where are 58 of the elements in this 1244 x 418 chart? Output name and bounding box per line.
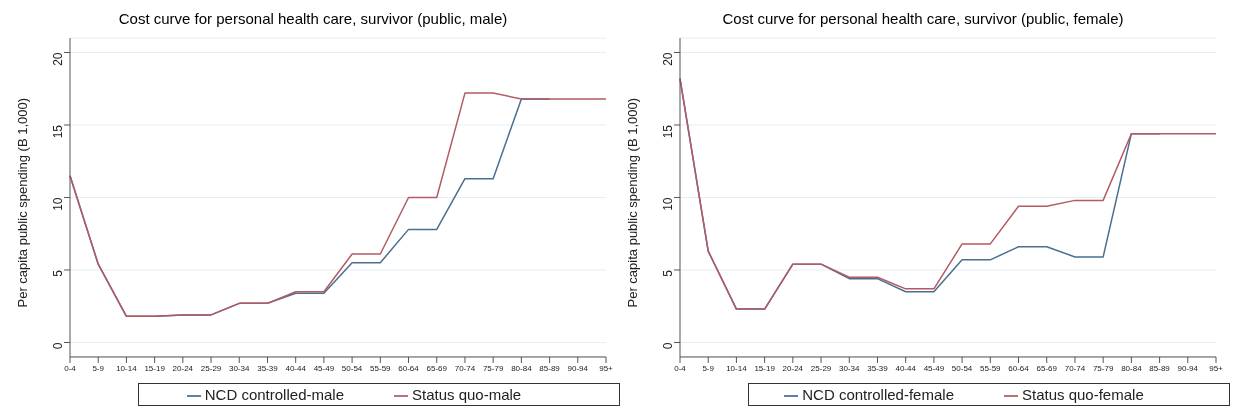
x-tick-label: 5-9 [702, 363, 715, 373]
y-tick-label: 10 [51, 197, 66, 211]
y-tick-label: 20 [51, 52, 66, 66]
x-tick-label: 30-34 [839, 363, 861, 373]
y-tick-label: 20 [661, 52, 676, 66]
chart-title: Cost curve for personal health care, survivor (public, male) [117, 9, 509, 29]
x-tick-label: 55-59 [370, 363, 392, 373]
y-tick-label: 5 [661, 269, 676, 277]
x-tick-label: 50-54 [951, 363, 973, 373]
x-tick-label: 55-59 [980, 363, 1002, 373]
y-tick-label: 5 [51, 269, 66, 277]
x-tick-label: 5-9 [92, 363, 105, 373]
x-tick-label: 10-14 [726, 363, 748, 373]
chart-title: Cost curve for personal health care, survivor (public, female) [721, 9, 1125, 29]
x-tick-label: 75-79 [1092, 363, 1114, 373]
x-tick-label: 60-64 [398, 363, 420, 373]
x-tick-label: 25-29 [810, 363, 832, 373]
y-tick-label: 0 [661, 342, 676, 350]
x-tick-label: 90-94 [567, 363, 589, 373]
x-tick-label: 95+ [599, 363, 614, 373]
y-tick-label: 0 [51, 342, 66, 350]
x-tick-label: 25-29 [200, 363, 222, 373]
y-axis-title: Per capita public spending (B 1,000) [14, 97, 30, 308]
x-tick-label: 70-74 [1064, 363, 1086, 373]
x-tick-label: 90-94 [1177, 363, 1199, 373]
y-tick-label: 10 [661, 197, 676, 211]
x-tick-label: 40-44 [895, 363, 917, 373]
y-tick-label: 15 [661, 124, 676, 139]
x-tick-label: 65-69 [1036, 363, 1058, 373]
x-tick-label: 80-84 [1121, 363, 1143, 373]
x-tick-label: 30-34 [229, 363, 251, 373]
x-tick-label: 45-49 [923, 363, 945, 373]
legend-label: NCD controlled-female [802, 385, 954, 403]
x-tick-label: 80-84 [511, 363, 533, 373]
x-tick-label: 35-39 [867, 363, 889, 373]
legend-label: NCD controlled-male [204, 385, 344, 403]
x-tick-label: 50-54 [341, 363, 363, 373]
x-tick-label: 35-39 [257, 363, 279, 373]
x-tick-label: 65-69 [426, 363, 448, 373]
x-tick-label: 95+ [1209, 363, 1224, 373]
x-tick-label: 75-79 [482, 363, 504, 373]
x-tick-label: 70-74 [454, 363, 476, 373]
y-axis-title: Per capita public spending (B 1,000) [624, 97, 640, 308]
x-tick-label: 60-64 [1008, 363, 1030, 373]
legend-label: Status quo-female [1021, 385, 1144, 403]
x-tick-label: 40-44 [285, 363, 307, 373]
x-tick-label: 85-89 [1149, 363, 1171, 373]
x-tick-label: 0-4 [64, 363, 77, 373]
x-tick-label: 85-89 [539, 363, 561, 373]
x-tick-label: 45-49 [313, 363, 335, 373]
legend-label: Status quo-male [411, 385, 522, 403]
x-tick-label: 20-24 [172, 363, 194, 373]
x-tick-label: 15-19 [754, 363, 776, 373]
x-tick-label: 0-4 [674, 363, 687, 373]
y-tick-label: 15 [51, 124, 66, 139]
x-tick-label: 15-19 [144, 363, 166, 373]
x-tick-label: 10-14 [116, 363, 138, 373]
x-tick-label: 20-24 [782, 363, 804, 373]
